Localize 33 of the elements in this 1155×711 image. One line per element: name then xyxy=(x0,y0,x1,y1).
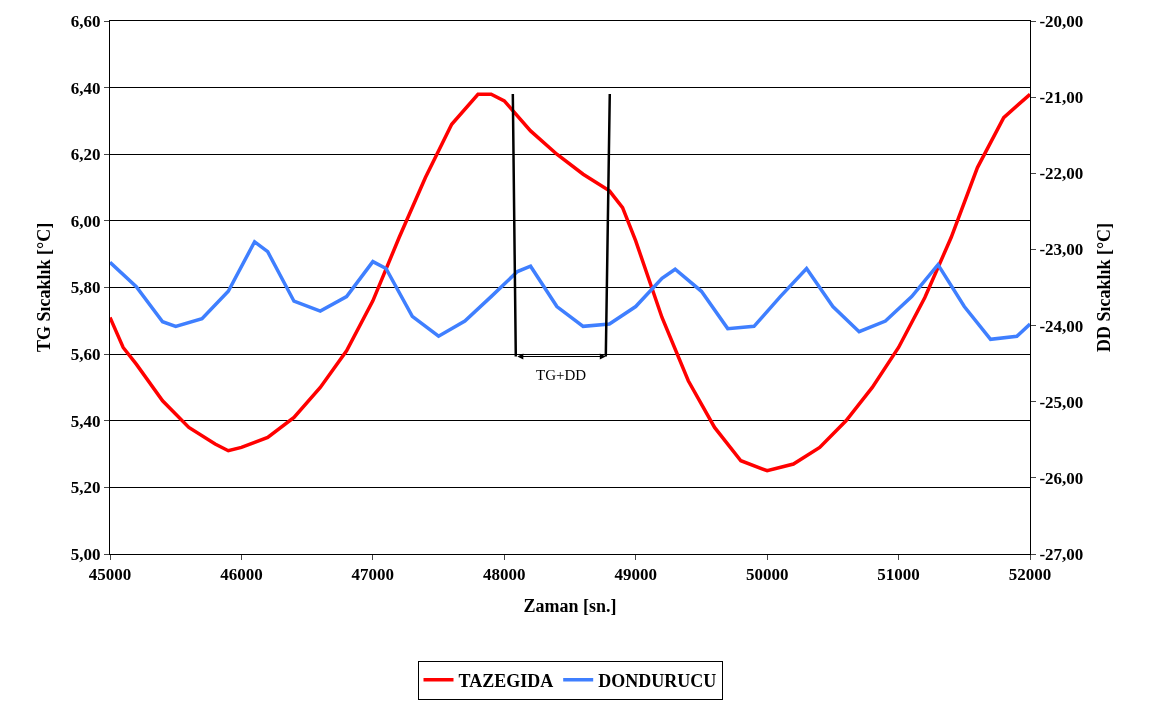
y-tick-label: 5,80 xyxy=(70,278,101,298)
y2-tick-label: -22,00 xyxy=(1039,164,1084,184)
x-tick-label: 47000 xyxy=(351,565,395,585)
x-tick-label: 45000 xyxy=(88,565,132,585)
y2-tick-label: -23,00 xyxy=(1039,240,1084,260)
y-tick-label: 5,60 xyxy=(70,345,101,365)
y-tick-label: 5,20 xyxy=(70,478,101,498)
y-tick-label: 6,40 xyxy=(70,78,101,98)
x-tick-label: 49000 xyxy=(614,565,657,585)
line-series xyxy=(110,240,1030,342)
y-axis-title: TG Sıcaklık [°C] xyxy=(34,222,55,353)
y2-axis-title: DD Sıcaklık [°C] xyxy=(1094,222,1115,353)
x-tick-label: 50000 xyxy=(745,565,789,585)
legend-label: DONDURUCU xyxy=(598,670,717,691)
y2-tick-label: -24,00 xyxy=(1039,316,1084,336)
y-tick-label: 5,40 xyxy=(70,411,101,431)
y2-tick-label: -26,00 xyxy=(1039,468,1084,488)
y2-tick-label: -20,00 xyxy=(1039,11,1084,31)
y-tick-label: 6,00 xyxy=(70,211,101,231)
x-tick-label: 48000 xyxy=(483,565,526,585)
y-tick-label: 6,20 xyxy=(70,145,101,165)
y-tick-label: 5,00 xyxy=(70,544,101,564)
x-tick-label: 46000 xyxy=(220,565,263,585)
x-tick-label: 52000 xyxy=(1008,565,1052,585)
y2-tick-label: -27,00 xyxy=(1039,544,1084,564)
x-tick-label: 51000 xyxy=(877,565,920,585)
y2-tick-label: -21,00 xyxy=(1039,88,1084,108)
y-tick-label: 6,60 xyxy=(70,11,101,31)
annotation: TG+DD xyxy=(536,367,587,383)
y2-tick-label: -25,00 xyxy=(1039,392,1084,412)
legend-label: TAZEGIDA xyxy=(458,670,554,691)
x-axis-title: Zaman [sn.] xyxy=(523,595,617,616)
line-series xyxy=(110,92,1030,473)
